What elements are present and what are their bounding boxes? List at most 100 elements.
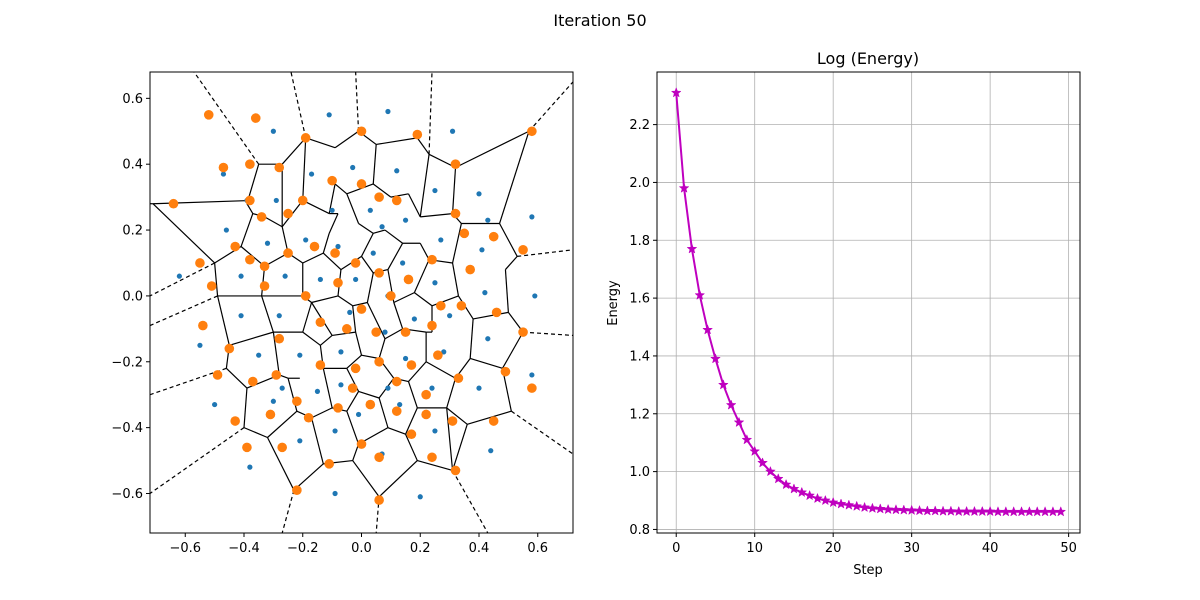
voronoi-site xyxy=(417,494,423,500)
x-tick-label: 40 xyxy=(982,541,999,556)
voronoi-edge xyxy=(470,357,503,369)
voronoi-vertex xyxy=(371,327,381,337)
energy-point-marker xyxy=(725,399,737,410)
x-tick-label: 0.6 xyxy=(527,541,548,556)
voronoi-edge xyxy=(390,193,409,198)
voronoi-edge xyxy=(361,354,380,360)
voronoi-site xyxy=(270,398,276,404)
voronoi-edge xyxy=(352,460,380,498)
energy-point-marker xyxy=(929,505,941,516)
voronoi-site xyxy=(256,352,262,358)
voronoi-edge xyxy=(419,242,430,260)
voronoi-site xyxy=(332,490,338,497)
energy-point-marker xyxy=(764,465,776,477)
voronoi-ticks: −0.6 −0.4 −0.2 0.0 0.2 0.4 0.6 −0.6 −0.4 −0.2 0.0 0… xyxy=(111,92,548,556)
voronoi-site xyxy=(385,385,391,391)
energy-grid xyxy=(657,72,1080,533)
voronoi-vertex xyxy=(303,412,314,423)
voronoi-site xyxy=(367,207,373,213)
voronoi-site xyxy=(441,349,447,355)
voronoi-vertex xyxy=(356,126,367,137)
voronoi-ray xyxy=(510,410,573,455)
energy-point-marker xyxy=(772,473,784,484)
y-tick-label: 2.2 xyxy=(629,118,650,133)
voronoi-vertex xyxy=(309,241,320,252)
voronoi-edge xyxy=(322,368,333,409)
voronoi-vertex xyxy=(356,439,367,449)
energy-y-axis-label: Energy xyxy=(606,280,621,326)
voronoi-edge xyxy=(387,427,406,435)
voronoi-site xyxy=(488,448,494,454)
voronoi-vertex xyxy=(403,274,414,285)
energy-axes-background xyxy=(657,72,1080,533)
y-tick-label: −0.6 xyxy=(111,487,143,502)
voronoi-site xyxy=(532,293,538,299)
voronoi-edge xyxy=(358,390,380,399)
voronoi-site xyxy=(238,313,244,319)
energy-point-marker xyxy=(882,503,894,515)
energy-point-marker xyxy=(898,504,910,515)
x-tick-label: 30 xyxy=(903,541,920,556)
voronoi-site xyxy=(447,313,453,319)
y-tick-label: 1.4 xyxy=(629,349,650,364)
voronoi-vertex xyxy=(198,320,208,331)
voronoi-edge xyxy=(372,144,377,185)
voronoi-site xyxy=(429,385,435,391)
voronoi-edge xyxy=(246,203,254,214)
voronoi-site xyxy=(297,352,303,358)
voronoi-vertex xyxy=(391,406,402,416)
y-tick-label: 1.2 xyxy=(629,407,650,422)
voronoi-edge xyxy=(302,199,330,215)
voronoi-vertex xyxy=(283,248,293,258)
voronoi-edge xyxy=(413,259,430,293)
voronoi-site xyxy=(282,273,288,279)
voronoi-edge xyxy=(272,332,280,376)
x-tick-label: 50 xyxy=(1060,541,1077,556)
energy-point-marker xyxy=(859,501,871,513)
voronoi-site xyxy=(176,273,182,279)
x-tick-label: 0.0 xyxy=(351,541,372,556)
x-tick-label: −0.2 xyxy=(287,541,319,556)
voronoi-edge xyxy=(240,213,254,247)
voronoi-edge xyxy=(425,361,456,379)
voronoi-site xyxy=(338,382,344,388)
x-tick-label: 0.2 xyxy=(410,541,431,556)
voronoi-edge xyxy=(499,223,518,257)
voronoi-vertex xyxy=(300,291,311,301)
energy-point-marker xyxy=(984,505,996,517)
voronoi-vertex xyxy=(245,195,255,206)
energy-point-marker xyxy=(945,505,957,516)
voronoi-site xyxy=(338,349,344,355)
voronoi-vertex xyxy=(300,133,311,143)
voronoi-vertex xyxy=(374,192,384,202)
energy-point-marker xyxy=(827,496,839,508)
voronoi-edge xyxy=(407,193,421,218)
voronoi-vertex xyxy=(347,383,358,393)
voronoi-site xyxy=(402,217,409,223)
voronoi-edge xyxy=(346,391,360,412)
voronoi-vertex xyxy=(400,327,411,337)
voronoi-vertex xyxy=(297,195,308,206)
voronoi-edge xyxy=(311,407,333,419)
energy-point-marker xyxy=(670,87,682,98)
voronoi-vertex xyxy=(453,373,464,384)
voronoi-site xyxy=(273,197,279,204)
voronoi-site xyxy=(432,280,438,286)
energy-point-marker xyxy=(678,182,690,193)
voronoi-edge xyxy=(355,331,363,356)
voronoi-edge xyxy=(352,305,357,333)
voronoi-vertex xyxy=(518,245,528,255)
voronoi-vertex xyxy=(447,416,458,426)
voronoi-ray xyxy=(150,427,245,494)
energy-point-marker xyxy=(906,504,918,515)
voronoi-vertex xyxy=(356,304,367,314)
voronoi-vertex xyxy=(333,277,343,288)
energy-panel: Log (Energy) 0 10 20 30 40 50 0.8 1.0 1.2 1.4 1.6 1… xyxy=(606,49,1081,578)
voronoi-edge xyxy=(504,256,518,270)
voronoi-edge xyxy=(378,338,386,359)
voronoi-vertex xyxy=(350,363,361,374)
voronoi-vertex xyxy=(224,343,235,354)
voronoi-ray xyxy=(290,72,307,138)
voronoi-edge xyxy=(446,407,468,425)
